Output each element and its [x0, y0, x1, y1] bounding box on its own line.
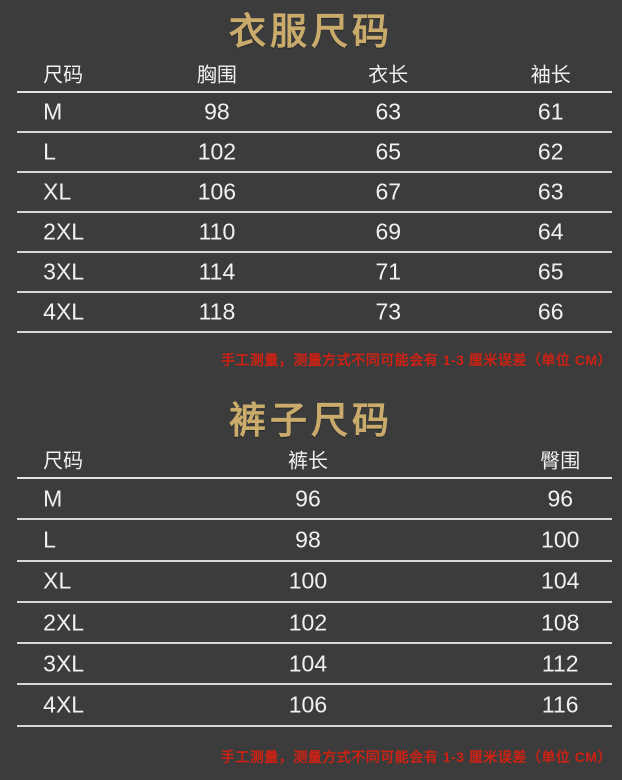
table-row: XL 100 104 [17, 562, 612, 603]
table-row: 2XL 110 69 64 [17, 213, 612, 253]
hip-cell: 96 [547, 485, 574, 512]
chest-cell: 98 [204, 98, 230, 125]
table-row: M 96 96 [17, 479, 612, 521]
measurement-note: 手工测量，测量方式不同可能会有 1-3 厘米误差（单位 CM） [220, 748, 612, 765]
table-row: 3XL 114 71 65 [17, 253, 612, 293]
table-row: L 102 65 62 [17, 133, 612, 173]
column-header-size: 尺码 [43, 64, 84, 87]
size-cell: 4XL [43, 298, 85, 325]
table-row: M 98 63 61 [17, 93, 612, 133]
chest-cell: 110 [198, 218, 236, 245]
pant-length-cell: 104 [288, 650, 328, 677]
size-cell: 2XL [43, 609, 85, 636]
chest-cell: 118 [198, 298, 236, 325]
sleeve-cell: 64 [537, 218, 564, 245]
column-header-pant-length: 裤长 [287, 450, 328, 473]
size-cell: L [43, 526, 56, 553]
size-cell: 2XL [43, 218, 85, 245]
size-cell: M [43, 485, 63, 512]
table-row: L 98 100 [17, 520, 612, 562]
pant-length-cell: 106 [288, 691, 328, 718]
length-cell: 73 [375, 298, 402, 325]
sleeve-cell: 62 [537, 138, 564, 165]
table-row: 4XL 106 116 [17, 685, 612, 727]
length-cell: 71 [375, 258, 402, 285]
length-cell: 69 [375, 218, 402, 245]
pant-length-cell: 100 [288, 567, 328, 594]
clothes-size-title: 衣服尺码 [229, 10, 393, 52]
column-header-size: 尺码 [43, 450, 84, 473]
pants-header-row: 尺码 裤长 臀围 [17, 441, 612, 479]
hip-cell: 104 [541, 567, 580, 594]
column-header-hip: 臀围 [540, 450, 581, 473]
clothes-size-table: 尺码 胸围 衣长 袖长 M 98 63 61 L 102 65 62 XL 10… [17, 55, 612, 333]
size-cell: L [43, 138, 56, 165]
column-header-chest: 胸围 [196, 64, 237, 87]
length-cell: 65 [375, 138, 402, 165]
hip-cell: 112 [541, 650, 579, 677]
pants-size-title: 裤子尺码 [229, 400, 393, 441]
sleeve-cell: 63 [537, 178, 564, 205]
sleeve-cell: 65 [537, 258, 564, 285]
length-cell: 67 [375, 178, 402, 205]
table-row: XL 106 67 63 [17, 173, 612, 213]
size-cell: 3XL [43, 650, 85, 677]
chest-cell: 102 [197, 138, 237, 165]
hip-cell: 108 [541, 609, 580, 636]
pant-length-cell: 102 [288, 609, 328, 636]
hip-cell: 116 [541, 691, 579, 718]
length-cell: 63 [375, 98, 402, 125]
size-cell: M [43, 98, 63, 125]
size-cell: XL [43, 567, 72, 594]
column-header-sleeve: 袖长 [530, 64, 571, 87]
clothes-header-row: 尺码 胸围 衣长 袖长 [17, 55, 612, 93]
pant-length-cell: 98 [295, 526, 321, 553]
chest-cell: 106 [197, 178, 237, 205]
sleeve-cell: 61 [537, 98, 564, 125]
hip-cell: 100 [541, 526, 580, 553]
pant-length-cell: 96 [295, 485, 321, 512]
pants-size-table: 尺码 裤长 臀围 M 96 96 L 98 100 XL 100 104 2XL… [17, 441, 612, 727]
table-row: 3XL 104 112 [17, 644, 612, 686]
sleeve-cell: 66 [537, 298, 564, 325]
column-header-length: 衣长 [368, 64, 409, 87]
table-row: 2XL 102 108 [17, 603, 612, 645]
chest-cell: 114 [198, 258, 236, 285]
size-cell: XL [43, 178, 72, 205]
measurement-note: 手工测量，测量方式不同可能会有 1-3 厘米误差（单位 CM） [220, 352, 612, 368]
table-row: 4XL 118 73 66 [17, 293, 612, 333]
size-cell: 3XL [43, 258, 85, 285]
size-cell: 4XL [43, 691, 85, 718]
